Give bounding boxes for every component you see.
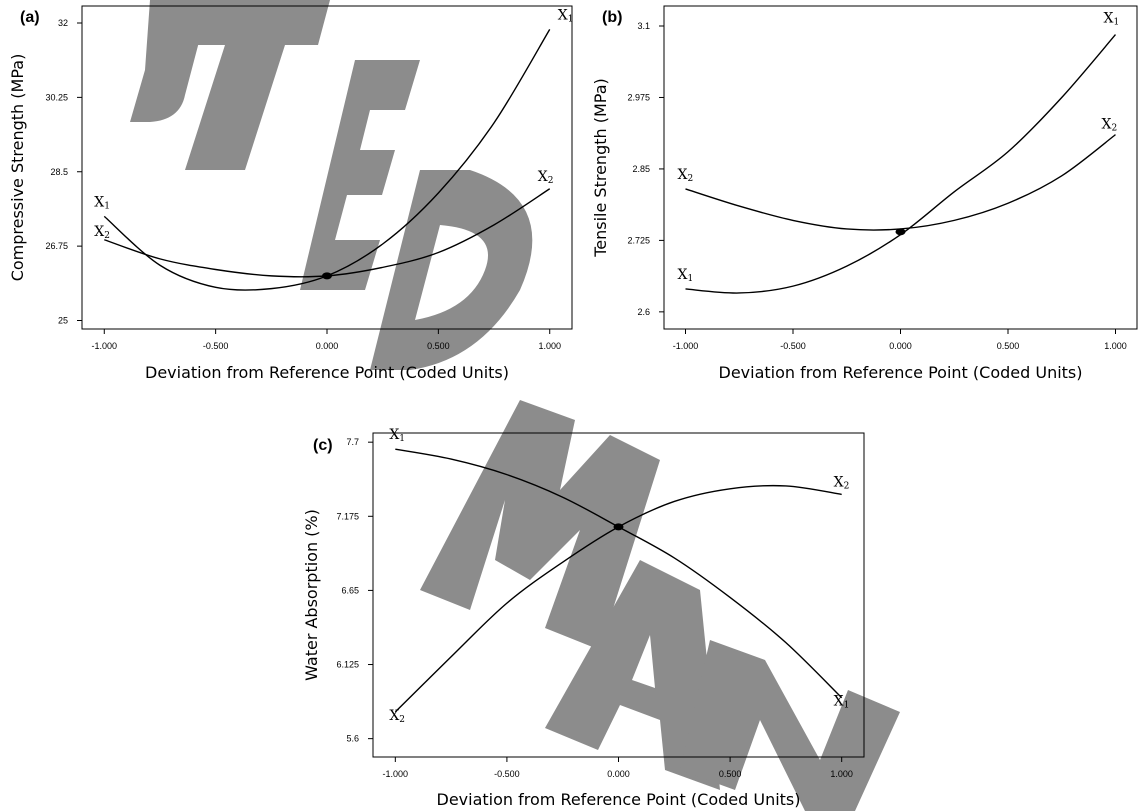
x-tick-label-a-3: 0.500 [427, 341, 450, 351]
reference-point-a [322, 272, 332, 280]
y-tick-label-a-0: 25 [58, 316, 68, 326]
series-x2-label-end-c: X2 [834, 474, 850, 491]
series-x1-label-end-c: X1 [834, 694, 850, 711]
watermark-glyph-4 [420, 400, 660, 650]
y-tick-label-a-4: 32 [58, 18, 68, 28]
y-tick-label-c-2: 6.65 [341, 585, 359, 595]
panel-a-compressive-strength: (a) -1.000 -0.500 0.000 0.500 1.000 25 26.75 28.… [8, 5, 574, 382]
series-x1-line-a [103, 29, 551, 291]
x-tick-label-b-4: 1.000 [1104, 341, 1127, 351]
watermark-glyph-6 [680, 640, 900, 811]
series-x2-label-end-b: X2 [1102, 117, 1118, 134]
series-x1-label-start-a: X1 [94, 194, 110, 211]
y-tick-label-b-1: 2.725 [627, 235, 650, 245]
x-tick-label-c-4: 1.000 [830, 769, 853, 779]
x-tick-label-c-2: 0.000 [607, 769, 630, 779]
reference-point-b [895, 228, 906, 236]
y-tick-label-c-1: 6.125 [336, 660, 359, 670]
panel-label-c: (c) [313, 437, 333, 454]
watermark [130, 0, 900, 811]
y-tick-label-a-1: 26.75 [45, 241, 68, 251]
series-x1-label-start-b: X1 [678, 267, 694, 284]
x-tick-label-c-0: -1.000 [383, 769, 409, 779]
y-tick-label-c-4: 7.7 [346, 437, 359, 447]
x-tick-label-a-1: -0.500 [203, 341, 229, 351]
x-tick-label-a-4: 1.000 [538, 341, 561, 351]
x-tick-label-b-1: -0.500 [780, 341, 806, 351]
series-x2-label-end-a: X2 [538, 169, 554, 186]
series-x2-line-b [685, 134, 1116, 231]
x-axis-title-c: Deviation from Reference Point (Coded Un… [437, 790, 801, 809]
y-tick-label-c-3: 7.175 [336, 511, 359, 521]
x-tick-label-a-0: -1.000 [92, 341, 118, 351]
panel-label-b: (b) [602, 9, 622, 26]
watermark-glyph-0 [130, 0, 210, 122]
series-x1-label-end-b: X1 [1104, 11, 1120, 28]
watermark-glyph-1 [185, 0, 330, 170]
reference-point-c [613, 523, 624, 531]
watermark-glyph-3 [370, 170, 533, 370]
watermark-glyph-5 [545, 560, 720, 790]
series-x2-line-c [394, 484, 842, 713]
series-x1-line-b [685, 34, 1117, 294]
y-tick-label-b-4: 3.1 [637, 21, 650, 31]
x-tick-label-c-3: 0.500 [719, 769, 742, 779]
y-tick-label-b-3: 2.975 [627, 92, 650, 102]
series-x1-label-end-a: X1 [558, 7, 574, 24]
y-tick-label-c-0: 5.6 [346, 734, 359, 744]
panel-label-a: (a) [20, 9, 40, 26]
series-x2-label-start-b: X2 [678, 167, 694, 184]
series-x1-label-start-c: X1 [389, 427, 405, 444]
x-axis-title-a: Deviation from Reference Point (Coded Un… [145, 363, 509, 382]
plot-frame-b [663, 5, 1138, 330]
x-tick-label-b-2: 0.000 [889, 341, 912, 351]
y-tick-label-a-2: 28.5 [50, 167, 68, 177]
y-tick-label-b-2: 2.85 [632, 164, 650, 174]
series-x2-label-start-c: X2 [389, 708, 405, 725]
y-axis-title-a: Compressive Strength (MPa) [8, 54, 27, 282]
series-x2-label-start-a: X2 [94, 224, 110, 241]
x-tick-label-b-0: -1.000 [673, 341, 699, 351]
x-tick-label-a-2: 0.000 [316, 341, 339, 351]
y-tick-label-a-3: 30.25 [45, 92, 68, 102]
y-axis-title-c: Water Absorption (%) [302, 509, 321, 681]
y-tick-label-b-0: 2.6 [637, 307, 650, 317]
panel-b-tensile-strength: (b) -1.000 -0.500 0.000 0.500 1.000 2.6 2.725 2.… [591, 5, 1138, 382]
watermark-glyph-2 [300, 60, 420, 290]
x-tick-label-c-1: -0.500 [494, 769, 520, 779]
y-axis-title-b: Tensile Strength (MPa) [591, 78, 610, 258]
x-axis-title-b: Deviation from Reference Point (Coded Un… [719, 363, 1083, 382]
panel-c-water-absorption: (c) -1.000 -0.500 0.000 0.500 1.000 5.6 6.125 6.… [302, 427, 865, 809]
x-tick-label-b-3: 0.500 [997, 341, 1020, 351]
